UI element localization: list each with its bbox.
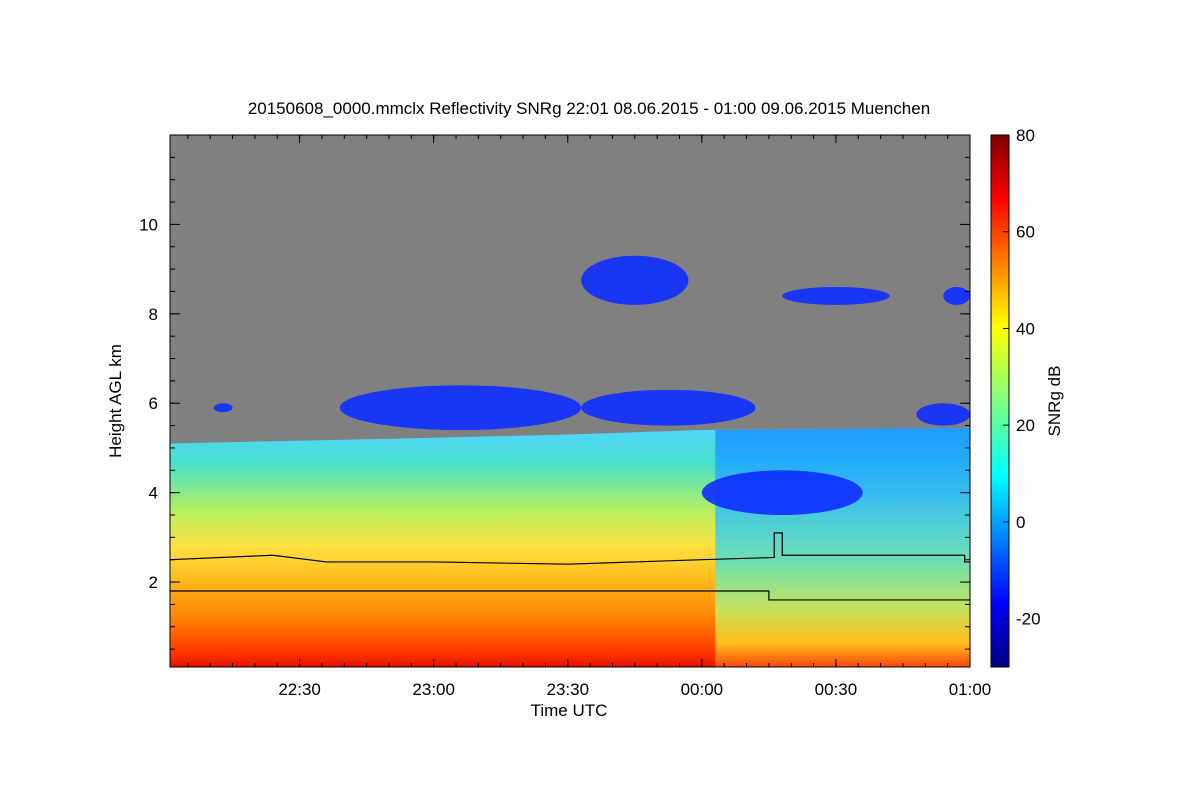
cloud-patch-cirrus-8-9km-a xyxy=(581,255,689,305)
y-tick-label: 2 xyxy=(149,573,158,592)
x-tick-label: 23:00 xyxy=(412,680,455,699)
colorbar-label: SNRg dB xyxy=(1045,366,1064,437)
y-tick-label: 4 xyxy=(149,484,158,503)
chart-title: 20150608_0000.mmclx Reflectivity SNRg 22… xyxy=(248,99,930,118)
colorbar-tick-label: 20 xyxy=(1016,416,1035,435)
x-axis: 22:30 23:00 23:30 00:00 00:30 01:00 xyxy=(187,135,992,699)
reflectivity-field-late xyxy=(715,427,970,667)
colorbar-tick-label: 40 xyxy=(1016,319,1035,338)
cloud-patch-midlevel-6km-a xyxy=(339,385,582,431)
colorbar-tick-label: 60 xyxy=(1016,223,1035,242)
colorbar xyxy=(990,134,1010,668)
cloud-patch-midlevel-6km-b xyxy=(581,389,756,426)
x-tick-label: 23:30 xyxy=(546,680,589,699)
colorbar-tick-label: 0 xyxy=(1016,513,1025,532)
boundary-layer-top-line xyxy=(170,532,970,565)
y-tick-label: 8 xyxy=(149,305,158,324)
colorbar-tick-label: -20 xyxy=(1016,610,1041,629)
cloud-patch-dry-layer-4km xyxy=(701,470,863,515)
y-tick-label: 6 xyxy=(149,394,158,413)
colorbar-ticks: -20 0 20 40 60 80 xyxy=(1003,126,1041,629)
plot-area xyxy=(170,135,970,667)
colorbar-tick-label: 80 xyxy=(1016,126,1035,145)
lower-layer-line xyxy=(170,590,970,601)
x-tick-label: 00:30 xyxy=(815,680,858,699)
cloud-patch-small-6km xyxy=(213,403,233,413)
x-tick-label: 00:00 xyxy=(681,680,724,699)
plot-frame xyxy=(169,134,971,668)
y-tick-label: 10 xyxy=(139,215,158,234)
cloud-patch-cirrus-8-9km-b xyxy=(782,287,890,305)
cloud-patch-midlevel-6km-c xyxy=(916,403,970,426)
x-tick-label: 01:00 xyxy=(949,680,992,699)
x-tick-label: 22:30 xyxy=(278,680,321,699)
cloud-patch-cirrus-8-9km-c xyxy=(943,287,970,305)
y-axis: 2 4 6 8 10 xyxy=(139,156,970,650)
y-axis-label: Height AGL km xyxy=(106,344,125,458)
x-axis-label: Time UTC xyxy=(531,701,608,720)
